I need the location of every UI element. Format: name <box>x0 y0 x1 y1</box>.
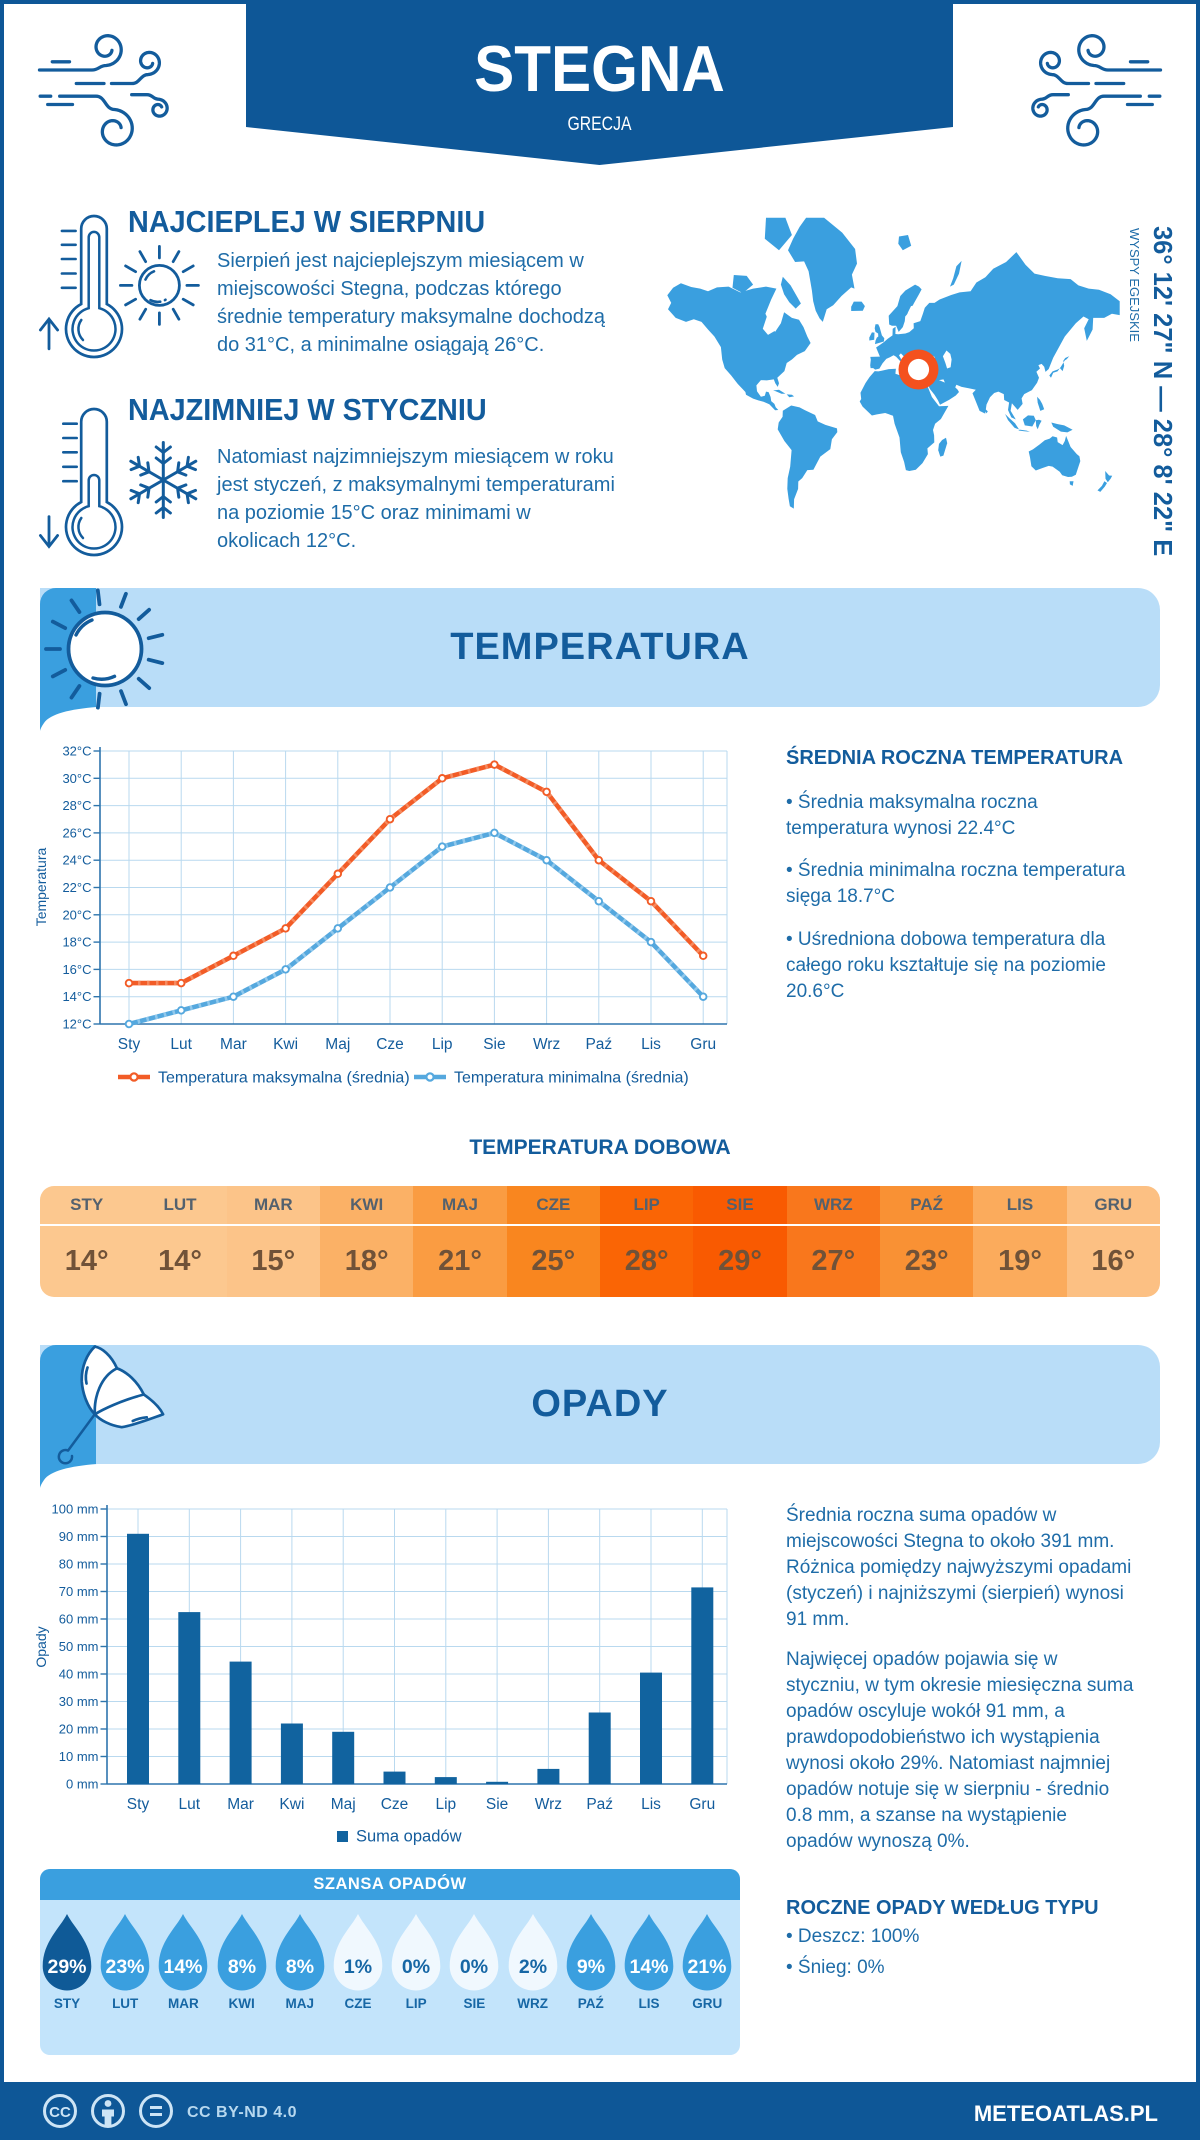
svg-text:18°C: 18°C <box>62 935 91 950</box>
svg-text:16°C: 16°C <box>62 962 91 977</box>
svg-text:32°C: 32°C <box>62 744 91 759</box>
svg-text:Lip: Lip <box>435 1796 456 1813</box>
svg-text:14%: 14% <box>629 1956 668 1978</box>
svg-text:0%: 0% <box>460 1956 488 1978</box>
svg-text:Paź: Paź <box>586 1796 613 1813</box>
svg-text:2%: 2% <box>519 1956 547 1978</box>
svg-text:20°C: 20°C <box>62 907 91 922</box>
svg-text:80 mm: 80 mm <box>59 1557 99 1572</box>
svg-text:22°C: 22°C <box>62 880 91 895</box>
svg-text:Paź: Paź <box>585 1036 612 1053</box>
svg-text:12°C: 12°C <box>62 1017 91 1032</box>
svg-text:0%: 0% <box>402 1956 430 1978</box>
svg-text:14%: 14% <box>164 1956 203 1978</box>
svg-text:Wrz: Wrz <box>535 1796 562 1813</box>
svg-text:Temperatura maksymalna (średni: Temperatura maksymalna (średnia) <box>158 1070 410 1087</box>
svg-text:28°C: 28°C <box>62 798 91 813</box>
svg-text:Gru: Gru <box>690 1036 716 1053</box>
svg-text:Gru: Gru <box>689 1796 715 1813</box>
svg-text:Lut: Lut <box>170 1036 192 1053</box>
svg-text:8%: 8% <box>228 1956 256 1978</box>
svg-text:Sty: Sty <box>127 1796 150 1813</box>
svg-text:Sie: Sie <box>486 1796 508 1813</box>
svg-text:Cze: Cze <box>376 1036 404 1053</box>
svg-text:Lis: Lis <box>641 1796 661 1813</box>
svg-text:Opady: Opady <box>33 1626 49 1667</box>
svg-text:Lis: Lis <box>641 1036 661 1053</box>
svg-text:Mar: Mar <box>220 1036 247 1053</box>
svg-text:Kwi: Kwi <box>279 1796 304 1813</box>
svg-text:Sty: Sty <box>118 1036 141 1053</box>
svg-text:Temperatura minimalna (średnia: Temperatura minimalna (średnia) <box>454 1070 689 1087</box>
svg-text:Kwi: Kwi <box>273 1036 298 1053</box>
svg-text:60 mm: 60 mm <box>59 1612 99 1627</box>
svg-text:Lut: Lut <box>179 1796 201 1813</box>
svg-text:20 mm: 20 mm <box>59 1722 99 1737</box>
svg-text:1%: 1% <box>344 1956 372 1978</box>
svg-text:Wrz: Wrz <box>533 1036 560 1053</box>
svg-text:14°C: 14°C <box>62 989 91 1004</box>
svg-text:26°C: 26°C <box>62 825 91 840</box>
svg-text:23%: 23% <box>106 1956 145 1978</box>
svg-text:100 mm: 100 mm <box>52 1502 99 1517</box>
svg-text:70 mm: 70 mm <box>59 1584 99 1599</box>
svg-text:90 mm: 90 mm <box>59 1529 99 1544</box>
svg-text:9%: 9% <box>577 1956 605 1978</box>
svg-text:Mar: Mar <box>227 1796 254 1813</box>
svg-text:8%: 8% <box>286 1956 314 1978</box>
svg-text:Maj: Maj <box>331 1796 356 1813</box>
svg-text:Suma opadów: Suma opadów <box>356 1828 462 1846</box>
svg-text:29%: 29% <box>47 1956 86 1978</box>
svg-text:Maj: Maj <box>325 1036 350 1053</box>
svg-text:24°C: 24°C <box>62 853 91 868</box>
svg-text:21%: 21% <box>688 1956 727 1978</box>
svg-text:Lip: Lip <box>432 1036 453 1053</box>
svg-text:30 mm: 30 mm <box>59 1694 99 1709</box>
svg-text:10 mm: 10 mm <box>59 1749 99 1764</box>
svg-text:30°C: 30°C <box>62 771 91 786</box>
svg-text:40 mm: 40 mm <box>59 1667 99 1682</box>
svg-text:Cze: Cze <box>381 1796 409 1813</box>
svg-text:50 mm: 50 mm <box>59 1639 99 1654</box>
svg-text:Sie: Sie <box>483 1036 505 1053</box>
svg-text:CC: CC <box>49 2104 71 2121</box>
svg-text:0 mm: 0 mm <box>66 1777 99 1792</box>
svg-text:Temperatura: Temperatura <box>33 847 49 926</box>
